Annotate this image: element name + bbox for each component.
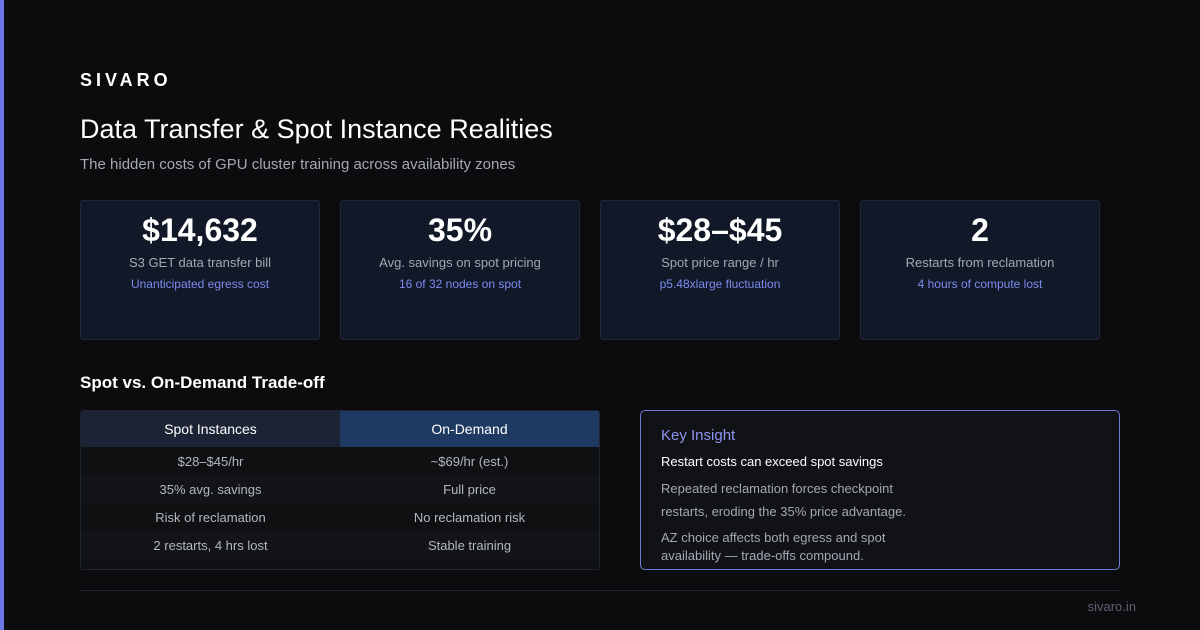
comparison-table: Spot Instances On-Demand $28–$45/hr ~$69… bbox=[80, 410, 600, 570]
stat-note: Unanticipated egress cost bbox=[130, 277, 270, 291]
accent-bar bbox=[0, 0, 4, 630]
table-cell: Stable training bbox=[427, 537, 512, 553]
table-cell: 2 restarts, 4 hrs lost bbox=[153, 537, 268, 553]
page-subtitle: The hidden costs of GPU cluster training… bbox=[80, 156, 516, 173]
insight-title: Key Insight bbox=[661, 427, 736, 444]
stat-label: Restarts from reclamation bbox=[905, 255, 1055, 270]
table-cell: No reclamation risk bbox=[413, 509, 526, 525]
stat-label: Spot price range / hr bbox=[661, 255, 779, 270]
stat-card-restarts: 2 Restarts from reclamation 4 hours of c… bbox=[860, 200, 1100, 340]
stat-value: $28–$45 bbox=[657, 212, 783, 248]
stat-label: S3 GET data transfer bill bbox=[128, 255, 272, 270]
insight-body: Repeated reclamation forces checkpoint r… bbox=[661, 481, 906, 519]
table-header: Spot Instances On-Demand bbox=[81, 411, 599, 447]
stat-value: $14,632 bbox=[142, 212, 258, 248]
table-row: 2 restarts, 4 hrs lost Stable training bbox=[81, 531, 599, 559]
table-cell: Risk of reclamation bbox=[155, 509, 266, 525]
stat-card-price-range: $28–$45 Spot price range / hr p5.48xlarg… bbox=[600, 200, 840, 340]
stat-note: p5.48xlarge fluctuation bbox=[659, 277, 781, 291]
stat-value: 2 bbox=[971, 212, 989, 248]
table-cell: ~$69/hr (est.) bbox=[430, 453, 509, 469]
table-cell: Full price bbox=[443, 481, 496, 497]
stat-note: 16 of 32 nodes on spot bbox=[398, 277, 522, 291]
stat-card-transfer-bill: $14,632 S3 GET data transfer bill Unanti… bbox=[80, 200, 320, 340]
stat-card-spot-savings: 35% Avg. savings on spot pricing 16 of 3… bbox=[340, 200, 580, 340]
key-insight-panel: Key Insight Restart costs can exceed spo… bbox=[640, 410, 1120, 570]
footer-divider bbox=[80, 590, 1120, 591]
brand-logo: SIVARO bbox=[80, 70, 172, 90]
stat-value: 35% bbox=[427, 212, 493, 248]
table-row: 35% avg. savings Full price bbox=[81, 475, 599, 503]
stat-cards: $14,632 S3 GET data transfer bill Unanti… bbox=[80, 200, 1100, 340]
stat-label: Avg. savings on spot pricing bbox=[379, 255, 541, 270]
comparison-heading: Spot vs. On-Demand Trade-off bbox=[80, 373, 325, 392]
table-row: Risk of reclamation No reclamation risk bbox=[81, 503, 599, 531]
table-body: $28–$45/hr ~$69/hr (est.) 35% avg. savin… bbox=[81, 447, 599, 559]
insight-lead: Restart costs can exceed spot savings bbox=[661, 454, 883, 469]
insight-body-secondary: AZ choice affects both egress and spot a… bbox=[661, 530, 886, 563]
page-title: Data Transfer & Spot Instance Realities bbox=[80, 114, 553, 144]
table-cell: 35% avg. savings bbox=[159, 481, 262, 497]
stat-note: 4 hours of compute lost bbox=[917, 277, 1043, 291]
table-row: $28–$45/hr ~$69/hr (est.) bbox=[81, 447, 599, 475]
table-cell: $28–$45/hr bbox=[177, 453, 244, 469]
column-header-on-demand: On-Demand bbox=[340, 411, 599, 447]
column-header-spot: Spot Instances bbox=[81, 411, 340, 447]
footer-link[interactable]: sivaro.in bbox=[1087, 599, 1136, 614]
